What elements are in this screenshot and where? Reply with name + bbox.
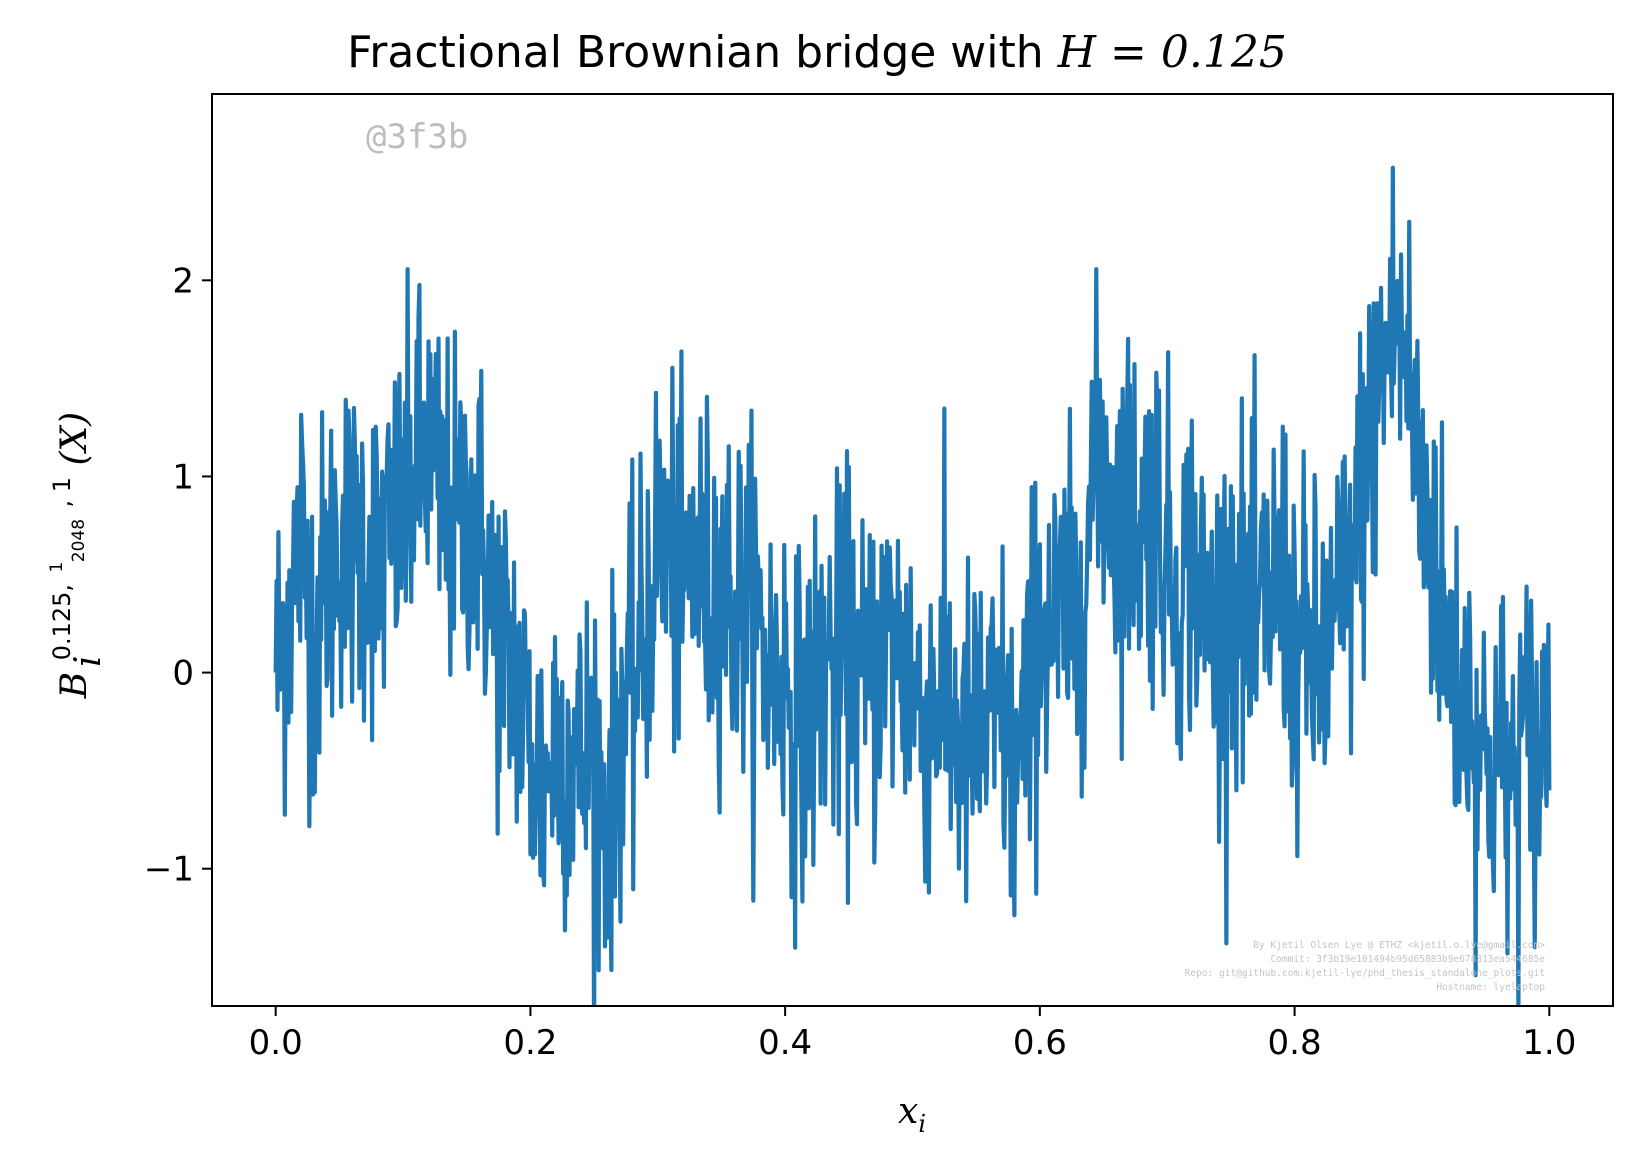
credits-line-author: By Kjetil Olsen Lye @ ETHZ <kjetil.o.lye… xyxy=(1253,940,1545,951)
axes-frame xyxy=(211,93,1614,1007)
y-tick-label: 0 xyxy=(172,654,194,694)
y-label-base: B xyxy=(54,672,95,699)
y-tick-label: 2 xyxy=(172,261,194,301)
chart-title: Fractional Brownian bridge with H = 0.12… xyxy=(347,27,1287,78)
y-tick-label: 1 xyxy=(172,457,194,497)
x-tick-label: 0.8 xyxy=(1268,1023,1322,1063)
watermark: @3f3b xyxy=(366,117,468,157)
y-label-sup-num: 1 xyxy=(47,562,67,573)
svg-text:B 0.125, 1 2: B 0.125, 1 2048 , 1 (X) xyxy=(30,412,95,699)
x-tick-label: 0.0 xyxy=(249,1023,303,1063)
y-label-sup-den: 2048 xyxy=(69,519,89,562)
y-label-sub: i xyxy=(68,655,109,667)
credits-line-hostname: Hostname: lyelaptop xyxy=(1436,982,1545,993)
y-label-tail: (X) xyxy=(54,412,95,466)
credits-block: By Kjetil Olsen Lye @ ETHZ <kjetil.o.lye… xyxy=(1185,940,1546,993)
y-axis-label: B 0.125, 1 2048 , 1 (X) i xyxy=(30,412,109,699)
series-line xyxy=(273,165,1552,1006)
x-tick-label: 0.4 xyxy=(758,1023,812,1063)
y-label-sup-a: 0.125, xyxy=(48,584,76,660)
credits-line-commit: Commit: 3f3b19e101494b95d65883b9e678313e… xyxy=(1270,954,1545,965)
x-tick-label: 1.0 xyxy=(1522,1023,1576,1063)
credits-line-repo: Repo: git@github.com:kjetil-lye/phd_thes… xyxy=(1185,968,1545,979)
x-axis-ticks: 0.0 0.2 0.4 0.6 0.8 1.0 xyxy=(249,1006,1576,1063)
x-tick-label: 0.2 xyxy=(503,1023,557,1063)
y-label-sup-b: , 1 xyxy=(48,477,76,508)
y-tick-label: −1 xyxy=(144,850,194,890)
y-axis-ticks: −1 0 1 2 xyxy=(144,261,212,890)
x-axis-label: xi xyxy=(898,1091,926,1138)
x-tick-label: 0.6 xyxy=(1013,1023,1067,1063)
